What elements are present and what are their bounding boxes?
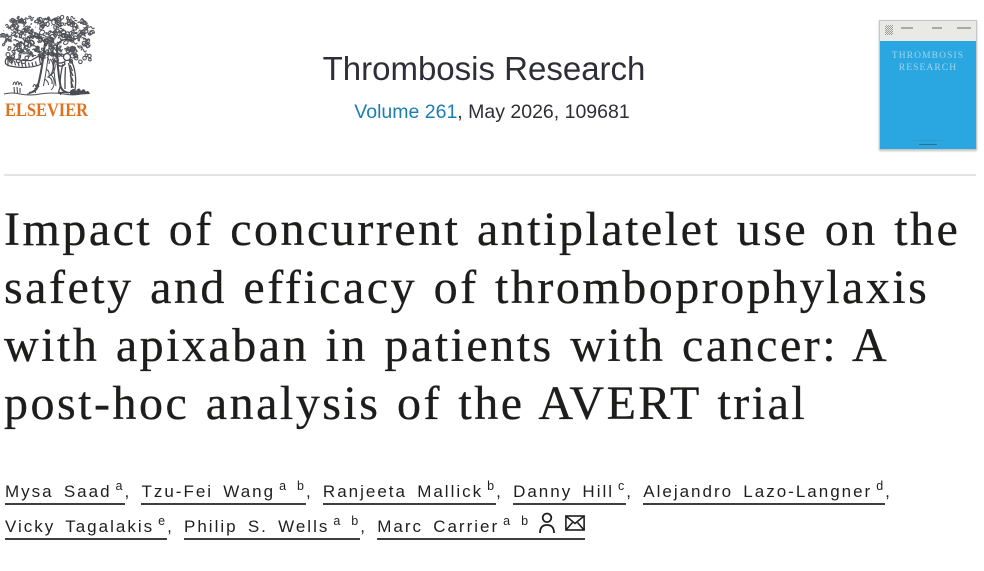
svg-text:ELSEVIER: ELSEVIER: [5, 100, 88, 121]
